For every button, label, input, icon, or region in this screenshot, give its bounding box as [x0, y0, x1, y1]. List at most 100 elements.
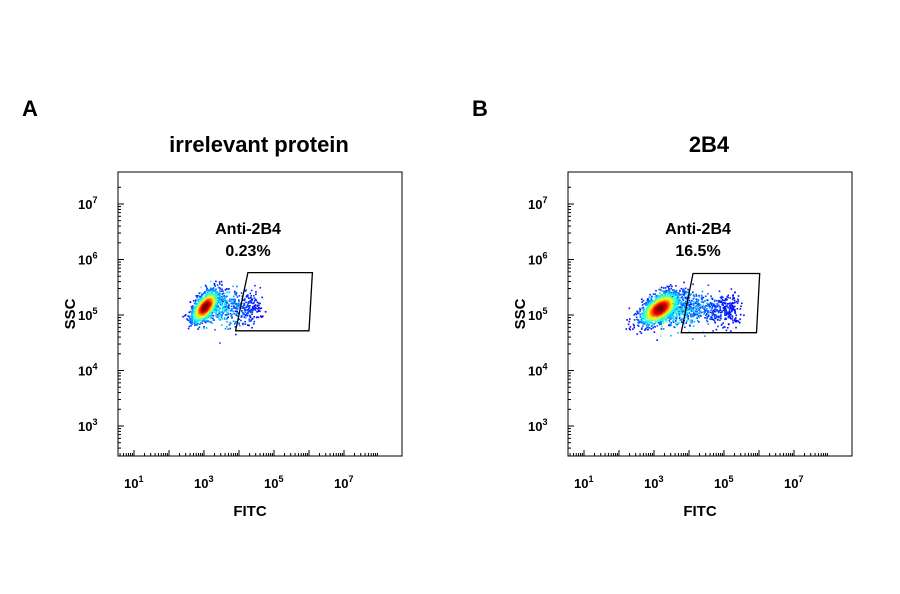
event-dot — [737, 300, 740, 302]
event-dot — [642, 320, 644, 323]
event-dot — [216, 284, 219, 286]
event-dot — [673, 307, 676, 310]
event-dot — [229, 298, 231, 300]
event-dot — [695, 313, 698, 316]
event-dot — [705, 316, 708, 319]
event-dot — [650, 303, 652, 306]
event-dot — [705, 304, 707, 307]
event-dot — [676, 294, 678, 296]
event-dot — [648, 296, 651, 299]
event-dot — [677, 301, 680, 303]
event-dot — [674, 291, 677, 293]
event-dot — [736, 307, 739, 310]
event-dot — [214, 290, 217, 292]
event-dot — [231, 298, 233, 301]
event-dot — [649, 319, 652, 322]
event-dot — [644, 318, 647, 321]
event-dot — [667, 294, 669, 296]
event-dot — [661, 290, 663, 292]
event-dot — [198, 292, 201, 295]
event-dot — [650, 297, 653, 300]
event-dot — [703, 310, 706, 313]
event-dot — [195, 321, 197, 323]
event-dot — [215, 302, 217, 305]
event-dot — [259, 302, 261, 305]
event-dot — [667, 286, 670, 288]
event-dot — [715, 316, 717, 319]
event-dot — [715, 306, 717, 309]
event-dot — [199, 303, 202, 306]
event-dot — [725, 314, 728, 316]
event-dot — [730, 310, 733, 313]
event-dot — [734, 310, 737, 313]
event-dot — [663, 294, 666, 297]
event-dot — [219, 283, 221, 285]
event-dot — [683, 309, 686, 311]
event-dot — [665, 311, 668, 313]
event-dot — [218, 294, 221, 296]
event-dot — [221, 318, 224, 320]
event-dot — [244, 297, 246, 300]
flow-plot: 103 104 105 106 107 101 103 105 107 FITC SSC Anti-2… — [512, 171, 853, 520]
event-dot — [194, 299, 197, 301]
event-dot — [641, 325, 644, 327]
event-dot — [685, 301, 688, 303]
event-dot — [652, 313, 655, 315]
event-dot — [688, 306, 691, 309]
y-tick-label: 104 — [528, 362, 547, 379]
event-dot — [687, 309, 689, 311]
event-dot — [666, 316, 669, 319]
event-dot — [688, 305, 691, 308]
event-dot — [710, 316, 712, 318]
event-dot — [674, 320, 677, 322]
event-dot — [673, 298, 676, 300]
event-dot — [210, 291, 213, 294]
event-dot — [737, 320, 740, 323]
event-dot — [208, 313, 211, 316]
event-dot — [627, 323, 630, 326]
event-dot — [250, 302, 253, 304]
x-tick-label: 101 — [124, 474, 143, 491]
x-axis-label: FITC — [683, 503, 716, 520]
event-dot — [731, 304, 734, 307]
event-dot — [692, 291, 694, 294]
event-dot — [212, 314, 215, 317]
event-dot — [227, 328, 230, 330]
event-dot — [664, 314, 666, 317]
event-dot — [215, 312, 217, 314]
event-dot — [680, 287, 683, 290]
event-dot — [641, 319, 643, 321]
event-dot — [221, 284, 223, 286]
event-dot — [220, 280, 223, 283]
event-dot — [238, 303, 240, 305]
event-dot — [701, 306, 704, 308]
event-dot — [656, 339, 658, 341]
event-dot — [660, 295, 662, 297]
event-dot — [702, 296, 705, 299]
event-dot — [246, 314, 249, 317]
plot-title: 2B4 — [688, 132, 730, 157]
event-dot — [243, 299, 246, 301]
event-dot — [254, 306, 257, 309]
event-dot — [223, 306, 225, 309]
gate-polygon[interactable] — [680, 272, 761, 334]
event-dot — [729, 307, 731, 310]
event-dot — [671, 285, 673, 288]
event-dot — [230, 305, 233, 308]
event-dot — [695, 308, 698, 310]
event-dot — [207, 303, 209, 305]
event-dot — [201, 297, 204, 300]
event-dot — [674, 300, 677, 303]
event-dot — [227, 312, 229, 315]
event-dot — [706, 303, 709, 306]
event-dot — [681, 296, 683, 299]
gate-polygon[interactable] — [234, 271, 314, 332]
event-dot — [704, 306, 706, 309]
event-dot — [651, 324, 653, 327]
event-dot — [194, 300, 197, 303]
event-dot — [193, 322, 195, 324]
event-dot — [721, 299, 724, 301]
event-dot — [701, 300, 703, 302]
x-axis-label: FITC — [233, 503, 266, 520]
event-dot — [723, 308, 726, 311]
